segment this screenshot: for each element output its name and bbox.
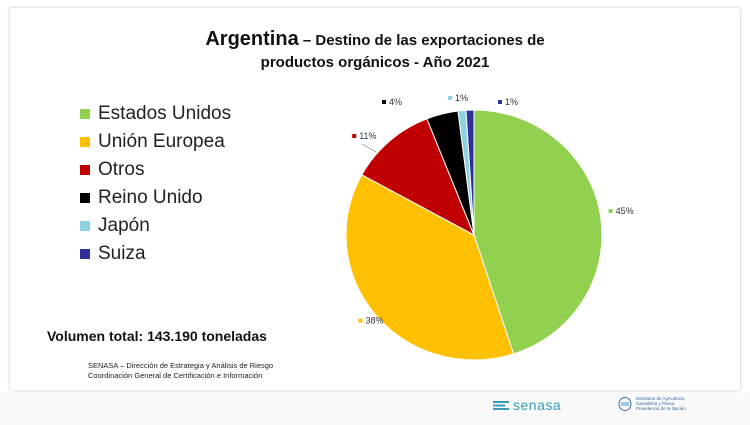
legend-item-otros: Otros xyxy=(80,156,231,184)
legend-label: Reino Unido xyxy=(98,187,203,208)
legend-item-union-europea: Unión Europea xyxy=(80,128,231,156)
legend-swatch xyxy=(80,137,90,147)
ministry-line-1: Ministerio de Agricultura, xyxy=(636,396,686,401)
senasa-logo: senasa xyxy=(493,397,561,413)
legend-label: Otros xyxy=(98,159,145,180)
legend-swatch xyxy=(80,109,90,119)
data-label-text: 4% xyxy=(389,97,402,107)
legend-label: Suiza xyxy=(98,243,146,264)
pie-slice-union-europea xyxy=(345,174,515,361)
ministry-logo: Ministerio de Agricultura, Ganadería y P… xyxy=(618,396,726,411)
data-label-swatch xyxy=(358,318,363,323)
chart-title: Argentina – Destino de las exportaciones… xyxy=(60,28,690,74)
national-seal-icon xyxy=(618,396,632,411)
data-label-text: 1% xyxy=(505,97,518,107)
title-line-2: productos orgánicos - Año 2021 xyxy=(260,54,490,71)
ministry-line-2: Ganadería y Pesca xyxy=(636,401,675,406)
ministry-line-3: Presidencia de la Nación xyxy=(636,406,686,411)
pie-slice-suiza xyxy=(465,109,475,236)
source-note: SENASA – Dirección de Estrategia y Análi… xyxy=(88,361,273,381)
footer-bar xyxy=(0,393,750,425)
title-line-1: – Destino de las exportaciones de xyxy=(298,32,545,49)
data-label-estados-unidos: 45% xyxy=(608,206,634,216)
senasa-mark-icon xyxy=(493,401,509,410)
senasa-logo-text: senasa xyxy=(513,397,562,413)
legend-swatch xyxy=(80,165,90,175)
legend-item-estados-unidos: Estados Unidos xyxy=(80,100,231,128)
data-label-swatch xyxy=(448,96,452,100)
data-label-union-europea: 38% xyxy=(358,316,384,326)
legend-swatch xyxy=(80,193,90,203)
data-label-swatch xyxy=(498,100,502,104)
legend-swatch xyxy=(80,221,90,231)
legend-label: Unión Europea xyxy=(98,131,225,152)
source-line-1: SENASA – Dirección de Estrategia y Análi… xyxy=(88,361,274,370)
data-label-reino-unido: 4% xyxy=(382,97,402,107)
legend-label: Estados Unidos xyxy=(98,103,232,124)
data-label-suiza: 1% xyxy=(498,97,518,107)
legend-item-japon: Japón xyxy=(80,212,231,240)
source-line-2: Coordinación General de Certificación e … xyxy=(88,371,263,380)
legend-item-suiza: Suiza xyxy=(80,240,231,268)
pie-slice-estados-unidos xyxy=(473,109,603,355)
title-country: Argentina xyxy=(205,28,299,50)
data-label-swatch xyxy=(608,209,613,214)
data-label-swatch xyxy=(382,100,386,104)
legend: Estados Unidos Unión Europea Otros Reino… xyxy=(80,100,231,268)
legend-label: Japón xyxy=(98,215,150,236)
data-label-swatch xyxy=(352,134,357,138)
legend-swatch xyxy=(80,249,90,259)
data-label-text: 38% xyxy=(366,316,384,326)
data-label-text: 45% xyxy=(616,206,634,216)
total-volume: Volumen total: 143.190 toneladas xyxy=(47,328,267,344)
legend-item-reino-unido: Reino Unido xyxy=(80,184,231,212)
data-label-text: 1% xyxy=(455,93,468,103)
data-label-japon: 1% xyxy=(448,93,468,103)
leader-line-otros xyxy=(361,143,377,153)
data-label-text: 11% xyxy=(359,131,376,141)
pie-slice-otros xyxy=(361,118,475,237)
data-label-otros: 11% xyxy=(352,131,377,141)
ministry-text: Ministerio de Agricultura, Ganadería y P… xyxy=(636,396,726,411)
